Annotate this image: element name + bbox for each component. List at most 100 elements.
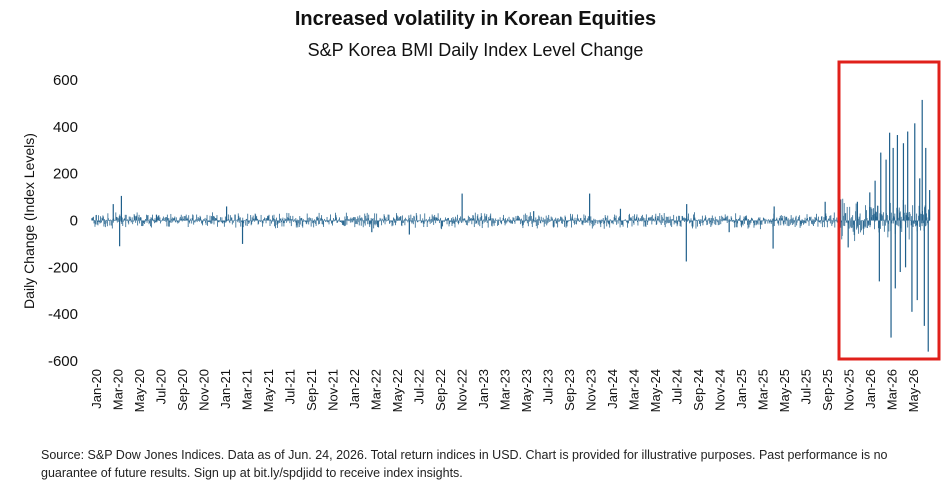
bar-daily xyxy=(630,217,631,221)
bar-daily xyxy=(848,220,850,224)
bar-daily xyxy=(101,217,103,221)
bar-daily xyxy=(616,220,618,222)
bar-daily xyxy=(479,217,481,221)
bar-daily xyxy=(345,212,347,221)
bar-daily xyxy=(786,220,788,226)
bar-daily xyxy=(914,220,916,224)
bar-daily xyxy=(835,220,837,222)
bar-daily xyxy=(567,220,568,223)
highlight-box xyxy=(837,60,941,361)
bar-daily xyxy=(92,217,94,221)
bar-daily xyxy=(109,220,111,226)
bar-daily xyxy=(300,218,302,221)
bar-daily xyxy=(456,218,458,221)
bar-daily xyxy=(447,218,448,221)
bar-daily xyxy=(256,219,258,221)
bar-daily xyxy=(897,209,899,221)
bar-daily xyxy=(654,220,656,222)
bar xyxy=(773,206,775,221)
bar-daily xyxy=(230,217,232,221)
bar-daily xyxy=(353,217,355,221)
bar-daily xyxy=(384,220,386,225)
bar-daily xyxy=(136,212,138,221)
bar-daily xyxy=(133,214,135,221)
bar-daily xyxy=(285,219,287,221)
bar-daily xyxy=(637,220,639,226)
bar-daily xyxy=(233,220,235,222)
bar-daily xyxy=(914,220,916,222)
bar-daily xyxy=(521,220,523,226)
bar-daily xyxy=(257,218,259,221)
bar-daily xyxy=(257,220,259,225)
bar-daily xyxy=(694,212,695,221)
bar-daily xyxy=(731,217,733,221)
bar-daily xyxy=(746,218,748,221)
bar-daily xyxy=(567,220,569,223)
bar-daily xyxy=(331,220,332,224)
bar-daily xyxy=(787,218,789,221)
bar-daily xyxy=(217,220,219,223)
bar-daily xyxy=(418,220,420,222)
bar-daily xyxy=(917,220,919,222)
bar-daily xyxy=(326,220,327,222)
bar-daily xyxy=(696,220,698,227)
bar-daily xyxy=(107,218,109,221)
bar-daily xyxy=(715,219,717,221)
bar-daily xyxy=(306,220,308,225)
bar-daily xyxy=(477,214,479,221)
bar-daily xyxy=(818,220,820,223)
bar-daily xyxy=(366,212,368,221)
bar-daily xyxy=(415,212,417,221)
bar-daily xyxy=(640,216,642,221)
bar-daily xyxy=(702,220,704,223)
bar-daily xyxy=(145,219,147,221)
bar-daily xyxy=(580,217,582,221)
bar-daily xyxy=(815,217,817,221)
bar-daily xyxy=(755,220,756,222)
bar-daily xyxy=(608,220,610,225)
bar-daily xyxy=(260,214,262,221)
bar-daily xyxy=(673,220,675,225)
bar-daily xyxy=(323,220,325,227)
bar-daily xyxy=(535,220,537,227)
bar-daily xyxy=(836,217,838,221)
bar-daily xyxy=(97,220,98,222)
bar-daily xyxy=(669,216,671,221)
x-tick-label: Jan-23 xyxy=(476,369,491,409)
bar-daily xyxy=(438,219,440,221)
bar-daily xyxy=(93,220,95,224)
bar-daily xyxy=(472,215,474,221)
bar-daily xyxy=(531,220,533,228)
bar-daily xyxy=(116,220,118,223)
bar-daily xyxy=(334,220,335,222)
bar-daily xyxy=(469,220,471,222)
bar-daily xyxy=(877,220,879,229)
bar-daily xyxy=(489,215,491,221)
bar-daily xyxy=(908,217,910,221)
bar-daily xyxy=(794,220,796,223)
bar-daily xyxy=(649,217,651,221)
bar-daily xyxy=(246,219,248,221)
bar-daily xyxy=(889,202,891,221)
bar-daily xyxy=(652,220,654,222)
bar-daily xyxy=(228,219,230,221)
x-tick-label: Jul-25 xyxy=(799,369,814,404)
bar-daily xyxy=(577,220,579,222)
bar-daily xyxy=(817,216,819,221)
bar-daily xyxy=(875,215,876,221)
bar-daily xyxy=(894,213,896,221)
bar-daily xyxy=(240,220,242,223)
bar-daily xyxy=(212,212,213,221)
bar-daily xyxy=(609,219,611,221)
bar-daily xyxy=(479,220,481,227)
bar-daily xyxy=(864,219,865,221)
bar-daily xyxy=(663,213,665,221)
bar-daily xyxy=(104,220,106,225)
bar-daily xyxy=(192,215,194,221)
bar-daily xyxy=(782,215,784,221)
bar-daily xyxy=(442,220,444,227)
bar-daily xyxy=(842,215,844,221)
bar-daily xyxy=(149,218,151,221)
bar-daily xyxy=(558,220,560,222)
